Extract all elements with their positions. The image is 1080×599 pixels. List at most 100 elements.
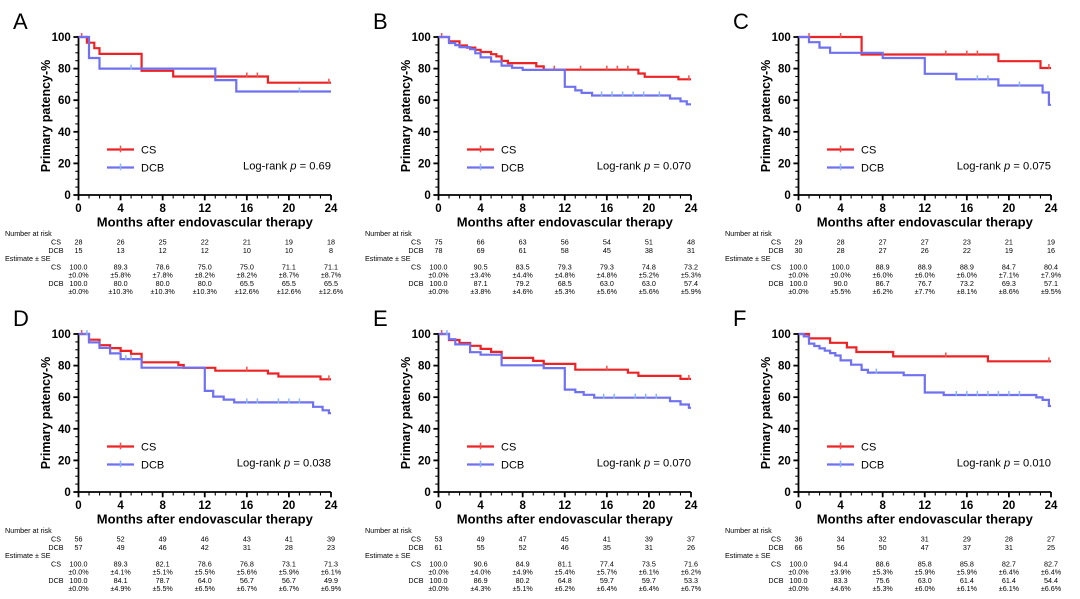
table-cell: 45 xyxy=(561,535,569,544)
table-cell: 65.5 xyxy=(324,279,338,288)
table-cell: 19 xyxy=(1005,246,1013,255)
y-tick-label: 20 xyxy=(58,455,71,467)
table-cell: 82.1 xyxy=(156,560,170,569)
table-cell: 71.6 xyxy=(684,560,698,569)
table-cell: 100.0 xyxy=(790,576,808,585)
legend-label: CS xyxy=(141,145,156,157)
row-label: CS xyxy=(771,238,781,247)
table-cell: 89.3 xyxy=(114,560,128,569)
y-tick-label: 100 xyxy=(52,329,71,341)
table-cell: ±4.8% xyxy=(597,271,618,280)
y-axis-title: Primary patency-% xyxy=(759,60,773,173)
table-cell: 37 xyxy=(687,535,695,544)
row-label: DCB xyxy=(408,576,423,585)
table-cell: 38 xyxy=(645,246,653,255)
table-cell: 78.6 xyxy=(198,560,212,569)
x-axis-title: Months after endovascular therapy xyxy=(97,512,314,527)
table-cell: ±5.3% xyxy=(873,584,894,593)
x-tick-label: 20 xyxy=(1003,203,1016,215)
table-cell: ±6.4% xyxy=(597,584,618,593)
y-tick-label: 60 xyxy=(58,95,71,107)
table-cell: 86.7 xyxy=(876,279,890,288)
table-cell: ±10.3% xyxy=(151,287,176,296)
table-cell: 68.5 xyxy=(558,279,572,288)
estimate-se-label: Estimate ± SE xyxy=(725,551,771,560)
table-cell: ±8.2% xyxy=(195,271,216,280)
table-cell: ±0.0% xyxy=(428,568,449,577)
table-cell: ±6.0% xyxy=(915,584,936,593)
table-cell: 31 xyxy=(243,543,251,552)
estimate-se-label: Estimate ± SE xyxy=(365,254,411,263)
x-tick-label: 20 xyxy=(1003,500,1016,512)
table-cell: ±4.1% xyxy=(110,568,131,577)
table-cell: 46 xyxy=(159,543,167,552)
x-tick-label: 8 xyxy=(159,500,166,512)
y-tick-label: 60 xyxy=(418,392,431,404)
table-cell: 26 xyxy=(921,246,929,255)
table-cell: 71.1 xyxy=(324,263,338,272)
row-label: DCB xyxy=(48,543,63,552)
row-label: DCB xyxy=(408,246,423,255)
legend-label: DCB xyxy=(501,460,524,472)
x-tick-label: 20 xyxy=(283,203,296,215)
table-cell: ±6.1% xyxy=(639,568,660,577)
table-cell: 66 xyxy=(477,238,485,247)
table-cell: ±0.0% xyxy=(68,568,89,577)
cs-curve xyxy=(438,35,691,81)
x-tick-label: 8 xyxy=(519,203,526,215)
table-cell: 54.4 xyxy=(1044,576,1058,585)
dcb-curve xyxy=(78,332,331,415)
table-cell: 86.9 xyxy=(474,576,488,585)
table-cell: 12 xyxy=(201,246,209,255)
table-cell: 15 xyxy=(75,246,83,255)
x-tick-label: 12 xyxy=(198,500,211,512)
table-cell: 30 xyxy=(795,246,803,255)
panel-B: B 0 20 40 60 80 100 0 4 8 12 16 20 24 Primary patency-… xyxy=(360,0,720,297)
table-cell: ±0.0% xyxy=(428,271,449,280)
x-tick-label: 24 xyxy=(685,500,698,512)
table-cell: ±5.3% xyxy=(555,287,576,296)
table-cell: 66 xyxy=(795,543,803,552)
table-cell: ±5.7% xyxy=(597,568,618,577)
table-cell: 85.8 xyxy=(960,560,974,569)
number-at-risk-label: Number at risk xyxy=(365,229,412,238)
table-cell: 88.6 xyxy=(876,560,890,569)
legend-label: CS xyxy=(141,442,156,454)
table-cell: 22 xyxy=(963,246,971,255)
table-cell: ±6.4% xyxy=(639,584,660,593)
table-cell: 57 xyxy=(75,543,83,552)
table-cell: 31 xyxy=(645,543,653,552)
table-cell: 100.0 xyxy=(430,279,448,288)
y-tick-label: 80 xyxy=(778,64,791,76)
table-cell: ±5.6% xyxy=(237,568,258,577)
table-cell: 85.8 xyxy=(918,560,932,569)
legend-label: CS xyxy=(501,442,516,454)
x-axis-title: Months after endovascular therapy xyxy=(457,512,674,527)
logrank-label: Log-rank p = 0.69 xyxy=(243,161,331,173)
table-cell: 23 xyxy=(963,238,971,247)
number-at-risk-label: Number at risk xyxy=(725,229,772,238)
row-label: DCB xyxy=(768,576,783,585)
x-tick-label: 0 xyxy=(795,500,801,512)
x-tick-label: 20 xyxy=(643,500,656,512)
x-axis-title: Months after endovascular therapy xyxy=(817,512,1034,527)
legend-label: DCB xyxy=(861,163,884,175)
y-tick-label: 40 xyxy=(778,127,791,139)
table-cell: 51 xyxy=(645,238,653,247)
table-cell: 64.0 xyxy=(198,576,212,585)
table-cell: 55 xyxy=(477,543,485,552)
cs-curve xyxy=(798,35,1051,70)
table-cell: 63.0 xyxy=(642,279,656,288)
table-cell: 29 xyxy=(963,535,971,544)
table-cell: ±6.1% xyxy=(321,568,342,577)
x-tick-label: 16 xyxy=(600,500,613,512)
table-cell: 100.0 xyxy=(790,279,808,288)
x-tick-label: 0 xyxy=(75,203,81,215)
y-tick-label: 60 xyxy=(418,95,431,107)
table-cell: 83.5 xyxy=(516,263,530,272)
table-cell: ±5.9% xyxy=(279,568,300,577)
table-cell: 100.0 xyxy=(790,560,808,569)
